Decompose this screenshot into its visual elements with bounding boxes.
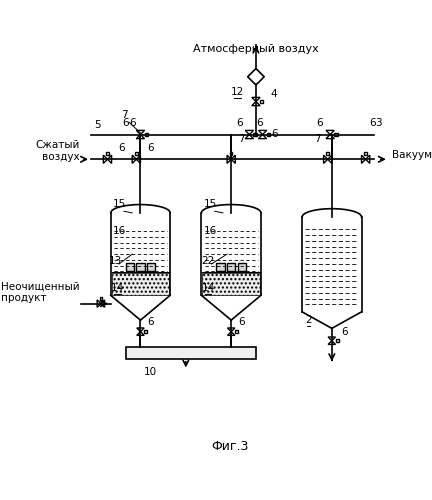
Bar — [135, 152, 137, 155]
Text: 13: 13 — [109, 256, 122, 266]
Text: Атмосферный воздух: Атмосферный воздух — [193, 44, 319, 54]
Text: 16: 16 — [113, 226, 127, 236]
Bar — [147, 263, 155, 272]
Bar — [238, 263, 246, 272]
Text: 6: 6 — [341, 326, 347, 336]
Bar — [260, 100, 264, 103]
Text: 6: 6 — [122, 118, 129, 128]
Bar — [267, 134, 270, 136]
Text: 6: 6 — [271, 128, 277, 138]
Text: 22: 22 — [201, 256, 215, 266]
Text: Вакуум: Вакуум — [392, 150, 432, 160]
Bar — [106, 152, 109, 155]
Bar — [334, 134, 337, 136]
Text: 16: 16 — [204, 226, 217, 236]
Text: 7: 7 — [238, 134, 245, 144]
Text: Фиг.3: Фиг.3 — [211, 440, 248, 453]
Text: 5: 5 — [94, 120, 101, 130]
Bar — [235, 330, 238, 333]
Bar — [145, 134, 148, 136]
Bar — [336, 340, 339, 342]
Text: 4: 4 — [271, 89, 277, 99]
Text: Неочищенный
продукт: Неочищенный продукт — [1, 282, 79, 303]
Bar — [126, 263, 134, 272]
Text: 3: 3 — [375, 118, 381, 128]
Bar — [216, 263, 225, 272]
Bar — [230, 152, 232, 155]
Text: 6: 6 — [118, 142, 125, 152]
Bar — [126, 348, 256, 359]
Bar — [327, 152, 329, 155]
Text: 12: 12 — [231, 88, 245, 98]
Text: 14: 14 — [201, 283, 215, 293]
Text: 6: 6 — [236, 118, 243, 128]
Bar — [202, 273, 260, 294]
Bar — [227, 263, 235, 272]
Text: 15: 15 — [113, 199, 127, 209]
Text: Сжатый
воздух: Сжатый воздух — [35, 140, 79, 162]
Text: 7: 7 — [314, 134, 320, 144]
Text: 6: 6 — [129, 118, 136, 128]
Text: 6: 6 — [147, 316, 154, 326]
Text: 6: 6 — [369, 118, 375, 128]
Text: 2: 2 — [305, 315, 312, 325]
Bar — [365, 152, 367, 155]
Text: 6: 6 — [257, 118, 264, 128]
Text: 14: 14 — [111, 283, 124, 293]
Text: 15: 15 — [204, 199, 217, 209]
Bar — [254, 134, 257, 136]
Text: 6: 6 — [147, 142, 154, 152]
Bar — [144, 330, 147, 333]
Text: 6: 6 — [238, 316, 245, 326]
Bar — [100, 296, 102, 300]
Text: 6: 6 — [316, 118, 323, 128]
Bar — [137, 263, 145, 272]
Bar — [111, 273, 169, 294]
Text: 10: 10 — [144, 367, 157, 377]
Text: 7: 7 — [121, 110, 127, 120]
